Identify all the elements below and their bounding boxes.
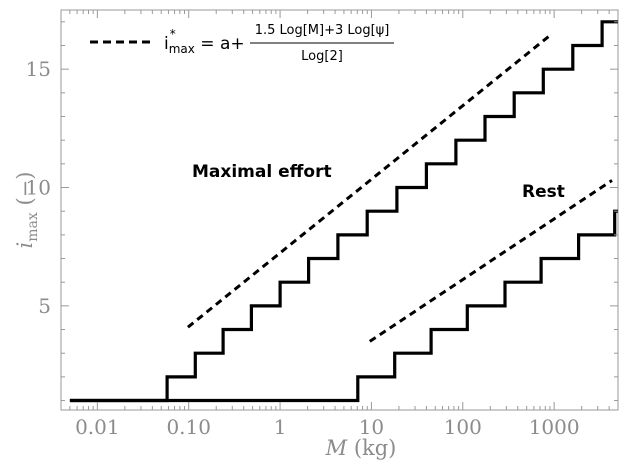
- x-tick-label: 1: [274, 415, 287, 439]
- x-tick-label: 10: [359, 415, 384, 439]
- x-axis-unit: (kg): [347, 436, 396, 460]
- annotation-maximal-effort: Maximal effort: [192, 162, 332, 182]
- legend: i* max = a+ 1.5 Log[M]+3 Log[ψ] Log[2]: [90, 23, 394, 64]
- y-axis-label: imax (−): [13, 172, 41, 249]
- dashed-series-3: [368, 179, 613, 343]
- annotation-rest: Rest: [522, 182, 565, 202]
- x-tick-label: 100: [444, 415, 482, 439]
- y-axis: 5 10 15: [26, 21, 618, 402]
- x-tick-label: 0.01: [75, 415, 120, 439]
- step-series-1: [69, 209, 618, 403]
- dashed-series-2: [186, 32, 554, 329]
- y-tick-label: 10: [26, 176, 51, 200]
- x-tick-label: 1000: [529, 415, 580, 439]
- legend-denominator: Log[2]: [301, 49, 343, 64]
- legend-lhs-base: i: [164, 34, 169, 54]
- x-axis: 0.01 0.10 1 10 100 1000: [60, 10, 619, 439]
- legend-lhs-sup: *: [170, 27, 176, 41]
- legend-equals: = a+: [195, 34, 245, 54]
- legend-lhs-sub: max: [169, 42, 195, 56]
- step-series-0: [69, 20, 618, 403]
- legend-numerator: 1.5 Log[M]+3 Log[ψ]: [255, 23, 390, 38]
- series-layer: [69, 20, 618, 403]
- y-tick-label: 15: [26, 57, 51, 81]
- y-axis-unit: (−): [13, 172, 37, 213]
- y-tick-label: 5: [38, 294, 51, 318]
- y-axis-subscript: max: [25, 212, 41, 242]
- x-tick-label: 0.10: [166, 415, 211, 439]
- legend-lhs: i* max = a+: [164, 27, 245, 56]
- x-axis-label: M (kg): [325, 436, 397, 460]
- y-axis-variable: i: [13, 242, 37, 249]
- chart-frame: [60, 9, 619, 411]
- x-axis-variable: M: [325, 436, 348, 460]
